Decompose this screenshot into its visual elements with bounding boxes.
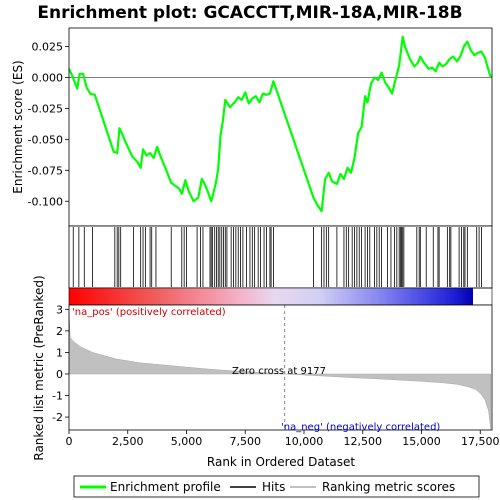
rank-y-tick-label: 0 (56, 368, 63, 381)
ranked-metric-panel: -2 -1 0 1 2 3 'na_pos' (positively correlated… (52, 303, 493, 433)
x-tick-label: 10,000 (285, 435, 324, 448)
rank-y-tick-label: -2 (52, 411, 63, 424)
es-y-tick-label: -0.025 (28, 102, 63, 115)
rank-y-tick-label: 1 (56, 346, 63, 359)
x-axis-label: Rank in Ordered Dataset (207, 455, 355, 469)
ranking-metric-area (68, 309, 492, 431)
rank-y-tick-label: 2 (56, 325, 63, 338)
enrichment-profile-line (68, 35, 492, 213)
x-tick-label: 12,500 (344, 435, 383, 448)
es-y-tick-label: -0.100 (28, 195, 63, 208)
legend: Enrichment profile Hits Ranking metric s… (73, 475, 480, 498)
enrichment-score-panel: -0.100 -0.075 -0.050 -0.025 0.000 0.025 (28, 27, 493, 227)
legend-enrichment-label: Enrichment profile (110, 480, 221, 494)
chart-title: Enrichment plot: GCACCTT,MIR-18A,MIR-18B (37, 3, 462, 23)
x-axis: 0 2,500 5,000 7,500 10,000 12,500 15,000 17,500 (66, 430, 500, 448)
hit-lines (72, 227, 482, 287)
x-tick-label: 17,500 (461, 435, 500, 448)
rank-y-tick-label: -1 (52, 390, 63, 403)
x-tick-label: 5,000 (171, 435, 203, 448)
hits-panel (68, 225, 493, 289)
es-y-tick-label: 0.025 (32, 41, 64, 54)
x-tick-label: 0 (66, 435, 73, 448)
es-y-tick-label: -0.075 (28, 164, 63, 177)
x-tick-label: 2,500 (112, 435, 144, 448)
zero-cross-annotation: Zero cross at 9177 (232, 366, 326, 377)
es-y-axis-ticks: -0.100 -0.075 -0.050 -0.025 0.000 0.025 (28, 41, 69, 208)
es-y-axis-label: Enrichment score (ES) (11, 60, 25, 193)
es-plot-area (69, 28, 492, 226)
na-pos-annotation: 'na_pos' (positively correlated) (72, 307, 226, 318)
rank-y-tick-label: 3 (56, 303, 63, 316)
rank-color-bar (69, 288, 473, 305)
rank-y-axis-ticks: -2 -1 0 1 2 3 (52, 303, 69, 424)
legend-box (73, 475, 480, 498)
x-tick-label: 15,000 (402, 435, 441, 448)
es-y-tick-label: 0.000 (32, 72, 64, 85)
es-y-tick-label: -0.050 (28, 133, 63, 146)
rank-y-axis-label: Ranked list metric (PreRanked) (32, 275, 46, 460)
legend-ranking-label: Ranking metric scores (322, 480, 455, 494)
rank-panel-frame (68, 304, 493, 431)
legend-hits-label: Hits (262, 480, 285, 494)
hits-plot-area (69, 226, 492, 288)
x-tick-label: 7,500 (230, 435, 262, 448)
na-neg-annotation: 'na_neg' (negatively correlated) (281, 422, 440, 433)
